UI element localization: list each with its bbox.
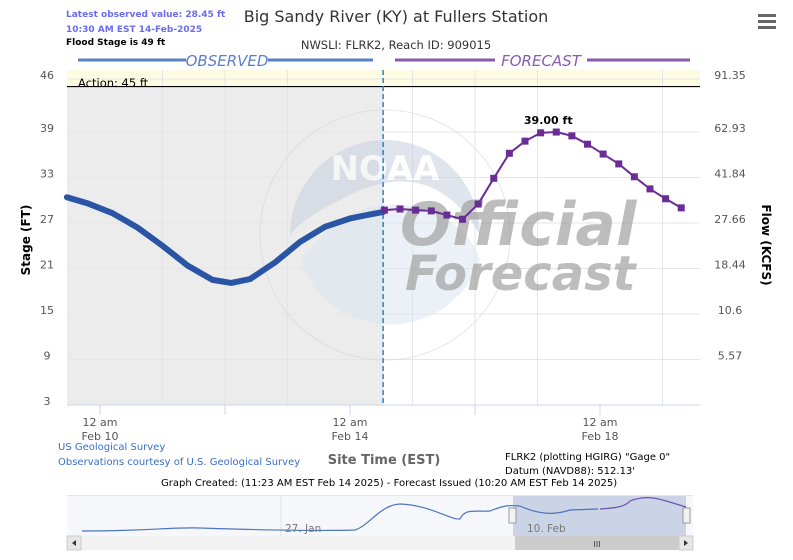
noaa-watermark-icon: NOAA (259, 109, 511, 361)
arrow-right-icon (684, 540, 688, 546)
y-tick-label: 46 (40, 69, 54, 82)
arrow-left-icon (72, 540, 76, 546)
forecast-point (443, 211, 451, 219)
latest-observed: Latest observed value: 28.45 ft 10:30 AM… (66, 8, 225, 38)
forecast-point (599, 150, 607, 158)
action-label: Action: 45 ft (78, 76, 149, 90)
peak-label: 39.00 ft (524, 114, 573, 127)
latest-value: Latest observed value: 28.45 ft (66, 10, 226, 20)
navigator-left-handle[interactable] (508, 507, 517, 524)
y-axis-title: Stage (FT) (19, 205, 33, 276)
chart-title: Big Sandy River (KY) at Fullers Station (243, 7, 549, 26)
y2-tick-label: 10.6 (718, 304, 743, 317)
y2-tick-label: 62.93 (714, 122, 746, 135)
y-tick-label: 27 (40, 213, 54, 226)
forecast-point (568, 132, 576, 140)
forecast-point (412, 206, 420, 214)
latest-time: 10:30 AM EST 14-Feb-2025 (66, 25, 203, 35)
usgs-courtesy-link[interactable]: Observations courtesy of U.S. Geological… (58, 457, 301, 468)
forecast-point (537, 129, 545, 137)
forecast-point (552, 128, 560, 136)
graph-created-info: Graph Created: (11:23 AM EST Feb 14 2025… (161, 478, 618, 489)
hamburger-menu-icon[interactable] (758, 14, 776, 32)
x-axis-title: Site Time (EST) (328, 453, 441, 468)
flood-stage: Flood Stage is 49 ft (66, 38, 166, 48)
navigator-label: 10. Feb (527, 523, 566, 535)
y2-tick-label: 41.84 (714, 168, 746, 181)
y-tick-label: 33 (40, 168, 54, 181)
y2-tick-label: 27.66 (714, 213, 746, 226)
forecast-point (646, 185, 654, 193)
observed-label: OBSERVED (186, 52, 269, 70)
watermark-official: Official (400, 190, 638, 260)
plotting-info: FLRK2 (plotting HGIRG) "Gage 0" (505, 452, 671, 463)
x-tick-label: Feb 18 (582, 430, 619, 443)
x-tick-label: 12 am (583, 416, 618, 429)
svg-text:NOAA: NOAA (330, 149, 440, 189)
y-tick-label: 21 (40, 259, 54, 272)
y-tick-label: 3 (44, 395, 51, 408)
y2-tick-label: 91.35 (714, 69, 746, 82)
x-tick-label: Feb 14 (332, 430, 369, 443)
forecast-point (521, 137, 529, 145)
forecast-point (662, 195, 670, 203)
forecast-point (615, 160, 623, 168)
y2-axis-title: Flow (KCFS) (759, 204, 773, 285)
forecast-point (677, 204, 685, 212)
forecast-point (380, 206, 388, 214)
navigator-label: 27. Jan (285, 523, 321, 535)
y-tick-label: 15 (40, 304, 54, 317)
usgs-link[interactable]: US Geological Survey (58, 442, 166, 453)
forecast-label: FORECAST (501, 52, 583, 70)
x-tick-label: Feb 10 (82, 430, 119, 443)
forecast-point (396, 205, 404, 213)
y-tick-label: 9 (44, 349, 51, 362)
observed-series-line (63, 194, 387, 286)
forecast-point (490, 174, 498, 182)
y2-tick-label: 5.57 (718, 349, 743, 362)
datum-info: Datum (NAVD88): 512.13' (505, 466, 636, 477)
navigator-right-handle[interactable] (682, 507, 691, 524)
forecast-point (474, 200, 482, 208)
x-tick-label: 12 am (333, 416, 368, 429)
x-tick-label: 12 am (83, 416, 118, 429)
forecast-point (584, 140, 591, 148)
y-tick-label: 39 (40, 122, 54, 135)
chart-subtitle: NWSLI: FLRK2, Reach ID: 909015 (300, 38, 492, 52)
forecast-point (630, 173, 638, 181)
watermark-forecast: Forecast (405, 246, 638, 302)
navigator-selection[interactable] (513, 496, 686, 536)
forecast-point (505, 149, 513, 157)
scroll-grip: III (593, 540, 600, 549)
scrollbar-thumb[interactable] (515, 536, 679, 550)
y2-tick-label: 18.44 (714, 259, 746, 272)
forecast-point (427, 207, 435, 215)
forecast-point (459, 215, 466, 223)
navigator[interactable]: 27. Jan 10. Feb III (66, 495, 694, 551)
